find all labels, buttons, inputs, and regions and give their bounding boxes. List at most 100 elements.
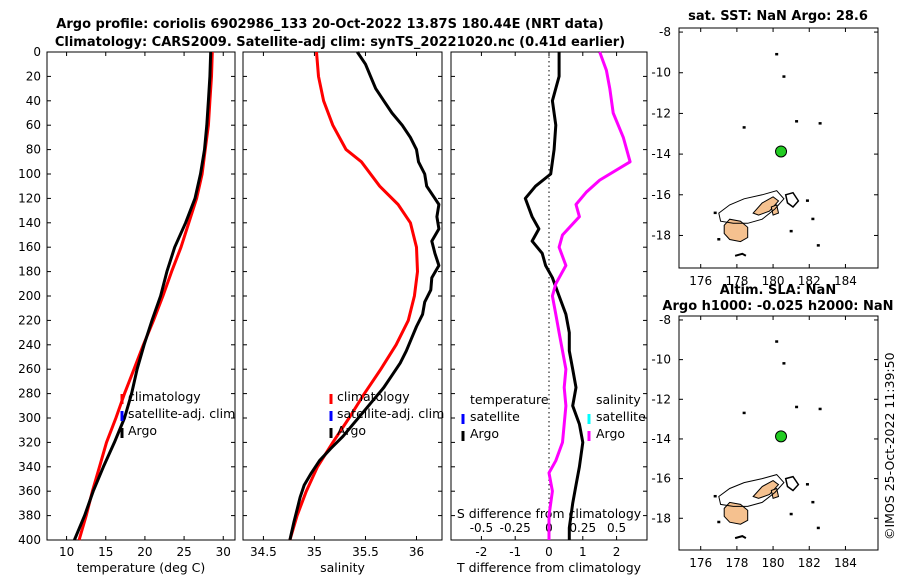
panel-map_sst: sat. SST: NaN Argo: 28.6 -8 -10 -12 -14 -16 -1… (651, 9, 879, 288)
y-tick-label: -8 (659, 25, 671, 39)
panel-difference: -2 -1 0 1 2T difference from climatology -0.5… (450, 51, 648, 575)
y-tick-label: 300 (18, 411, 41, 425)
reef-speck (775, 52, 779, 56)
reef-speck (795, 120, 799, 123)
legend-label: satellite (470, 409, 520, 424)
y-tick-label: -12 (651, 106, 671, 120)
legend-label: climatology (128, 389, 201, 404)
y-tick-label: 60 (26, 118, 41, 132)
reef-speck (713, 211, 717, 215)
island-kadavu (734, 535, 747, 540)
y-tick-label: -16 (651, 472, 671, 486)
x-tick-label: 180 (762, 274, 785, 288)
reef-outline (718, 474, 785, 507)
reef-lau (784, 475, 800, 492)
island-vanua-levu (752, 196, 780, 216)
x-tick-label: 36 (409, 545, 424, 559)
y-tick-label: 280 (18, 387, 41, 401)
y-tick-label: 180 (18, 265, 41, 279)
legend-label: satellite-adj. clim (337, 406, 444, 421)
y-tick-label: 400 (18, 533, 41, 547)
reef-speck (775, 340, 779, 343)
y-tick-label: -8 (659, 313, 671, 327)
map-subtitle: Argo h1000: -0.025 h2000: NaN (662, 299, 893, 314)
figure-title-line2: Climatology: CARS2009. Satellite-adj cli… (55, 35, 625, 50)
x-tick-label: 178 (725, 274, 748, 288)
y-tick-label: 100 (18, 167, 41, 181)
x-tick-label: 35.5 (352, 545, 379, 559)
x-tick-label: 1 (579, 545, 587, 559)
reef-speck (811, 500, 815, 504)
legend-label: climatology (337, 389, 410, 404)
figure-title-line1: Argo profile: coriolis 6902986_133 20-Oc… (56, 17, 603, 32)
x-tick-label: 176 (689, 274, 712, 288)
y-tick-label: 240 (18, 338, 41, 352)
x-tick-label: 25 (176, 545, 191, 559)
y-tick-label: 140 (18, 216, 41, 230)
reef-speck (742, 126, 746, 129)
island-kadavu (734, 252, 747, 257)
top-tick-label: -0.25 (500, 521, 531, 535)
series-line-argo (288, 51, 441, 541)
y-tick-label: 220 (18, 313, 41, 327)
y-tick-label: -12 (651, 392, 671, 406)
watermark: ©IMOS 25-Oct-2022 11:39:50 (882, 352, 897, 540)
x-tick-label: 176 (689, 556, 712, 570)
top-tick-label: -0.5 (470, 521, 493, 535)
legend-heading-s: salinity (596, 392, 641, 407)
x-tick-label: 182 (798, 556, 821, 570)
axes-frame (46, 51, 236, 541)
y-tick-label: 40 (26, 94, 41, 108)
reef-speck (789, 229, 793, 233)
reef-speck (805, 199, 809, 202)
legend-label: Argo (337, 423, 366, 438)
panel-salinity: 34.5 35 35.5 36 salinity climatology satellite… (242, 51, 444, 575)
y-tick-label: 360 (18, 484, 41, 498)
x-tick-label: 182 (798, 274, 821, 288)
y-tick-label: -14 (651, 147, 671, 161)
y-tick-label: 0 (33, 45, 41, 59)
x-tick-label: 10 (59, 545, 74, 559)
y-tick-label: -18 (651, 228, 671, 242)
x-tick-label: 2 (613, 545, 621, 559)
x-tick-label: 20 (137, 545, 152, 559)
series-line-s-difference (547, 51, 632, 540)
x-tick-label: -1 (509, 545, 521, 559)
argo-position-marker (775, 145, 788, 158)
legend-heading-t: temperature (470, 392, 549, 407)
x-tick-label: 35 (307, 545, 322, 559)
reef-lau (784, 191, 800, 209)
y-tick-label: 80 (26, 143, 41, 157)
x-tick-label: -2 (475, 545, 487, 559)
plots-layer: 0204060801001201401601802002202402602803… (18, 9, 893, 575)
y-tick-label: -16 (651, 188, 671, 202)
legend-label: Argo (470, 426, 499, 441)
top-tick-label: 0.5 (607, 521, 626, 535)
reef-outline (718, 190, 785, 224)
x-tick-label: 184 (834, 274, 857, 288)
x-axis-label: T difference from climatology (456, 560, 642, 575)
y-tick-label: 320 (18, 435, 41, 449)
reef-speck (713, 494, 717, 498)
reef-speck (818, 407, 822, 411)
y-tick-label: 160 (18, 240, 41, 254)
x-axis-label: salinity (320, 560, 365, 575)
y-tick-label: -14 (651, 432, 671, 446)
x-axis-label: temperature (deg C) (77, 560, 206, 575)
legend-label: satellite-adj. clim (128, 406, 235, 421)
legend-label: Argo (596, 426, 625, 441)
y-tick-label: 260 (18, 362, 41, 376)
top-tick-label: 0.25 (569, 521, 596, 535)
y-tick-label: 380 (18, 509, 41, 523)
x-tick-label: 0 (545, 545, 553, 559)
x-tick-label: 178 (725, 556, 748, 570)
map-title: sat. SST: NaN Argo: 28.6 (688, 9, 868, 24)
y-tick-label: 340 (18, 460, 41, 474)
x-tick-label: 34.5 (250, 545, 277, 559)
series-line-argo (73, 51, 213, 541)
island-viti-levu (723, 218, 749, 243)
y-tick-label: 120 (18, 191, 41, 205)
panel-temperature: 0 20 40 60 80 100 120 140 160 180 200 220 240 260 280 3… (18, 45, 236, 575)
y-tick-label: -18 (651, 511, 671, 525)
